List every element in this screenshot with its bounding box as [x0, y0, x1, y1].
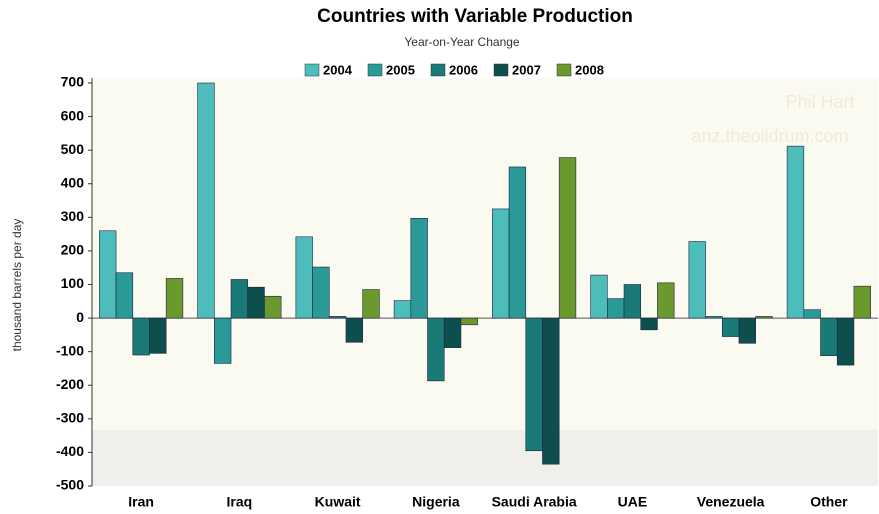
bar	[607, 298, 625, 319]
bar	[99, 230, 117, 319]
x-tick-label: UAE	[618, 494, 648, 510]
bar	[312, 266, 330, 319]
bar	[214, 317, 232, 364]
bar	[197, 82, 215, 319]
x-tick-label: Iraq	[227, 494, 253, 510]
bar	[853, 285, 871, 319]
plot-background	[92, 78, 878, 486]
y-tick-label: -500	[56, 477, 84, 493]
y-tick-label: 400	[61, 174, 85, 190]
legend-label: 2007	[512, 62, 541, 77]
bar	[295, 236, 313, 319]
bar	[508, 166, 527, 319]
x-tick-label: Other	[810, 494, 848, 510]
bar	[623, 284, 642, 319]
legend-swatch	[493, 63, 509, 77]
bar	[492, 208, 510, 319]
bar	[590, 274, 608, 319]
bar	[542, 317, 560, 465]
chart-title: Countries with Variable Production	[317, 6, 633, 27]
y-tick-label: -400	[56, 443, 84, 459]
y-tick-label: 0	[76, 309, 84, 325]
y-tick-label: 700	[61, 74, 85, 90]
bar	[803, 309, 821, 319]
x-tick-label: Saudi Arabia	[492, 494, 577, 510]
legend-label: 2005	[386, 62, 415, 77]
y-tick-label: 100	[61, 275, 85, 291]
x-tick-label: Nigeria	[412, 494, 460, 510]
bar	[738, 317, 756, 344]
bar	[230, 279, 249, 319]
y-tick-label: -100	[56, 342, 84, 358]
bar	[640, 317, 658, 331]
legend-label: 2004	[323, 62, 353, 77]
watermark: anz.theoildrum.com	[691, 126, 848, 146]
y-tick-label: -300	[56, 410, 84, 426]
legend-label: 2008	[575, 62, 604, 77]
bar	[165, 278, 184, 319]
bar	[328, 316, 347, 319]
y-tick-label: 200	[61, 242, 85, 258]
bar	[657, 282, 675, 319]
bar	[836, 317, 855, 366]
y-tick-label: -200	[56, 376, 84, 392]
plot-shade	[92, 430, 878, 486]
bar	[443, 317, 462, 348]
bar	[410, 218, 428, 319]
bar	[705, 316, 723, 319]
bar	[558, 157, 577, 319]
legend-swatch	[367, 63, 383, 77]
bar	[688, 241, 706, 319]
bar	[247, 286, 265, 319]
bar	[149, 317, 167, 354]
x-tick-label: Iran	[128, 494, 154, 510]
bar	[132, 317, 150, 356]
chart-subtitle: Year-on-Year Change	[404, 35, 520, 49]
bar	[393, 300, 412, 319]
legend-swatch	[430, 63, 446, 77]
bar	[786, 145, 805, 319]
x-tick-label: Venezuela	[697, 494, 765, 510]
legend-label: 2006	[449, 62, 478, 77]
legend-swatch	[556, 63, 572, 77]
y-axis-label: thousand barrels per day	[10, 219, 24, 352]
x-tick-label: Kuwait	[315, 494, 361, 510]
legend-swatch	[304, 63, 320, 77]
bar	[721, 317, 740, 337]
y-tick-label: 500	[61, 141, 85, 157]
bar	[345, 317, 363, 343]
bar	[264, 295, 282, 319]
y-tick-label: 300	[61, 208, 85, 224]
bar	[115, 272, 134, 319]
bar	[755, 316, 773, 319]
bar	[362, 289, 380, 319]
y-tick-label: 600	[61, 107, 85, 123]
bar	[525, 317, 543, 452]
bar	[820, 317, 838, 356]
watermark: Phil Hart	[785, 92, 854, 112]
bar	[460, 317, 478, 326]
bar	[427, 317, 445, 382]
